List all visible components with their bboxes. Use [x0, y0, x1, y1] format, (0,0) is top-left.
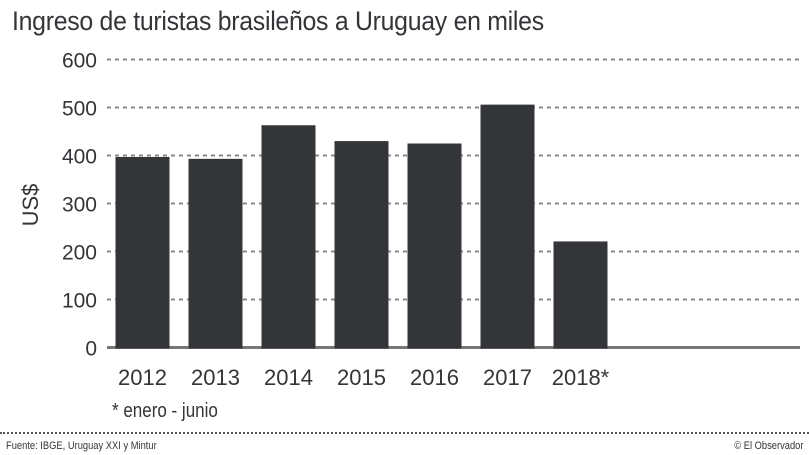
bar [334, 141, 389, 349]
y-tick-label: 600 [62, 50, 97, 73]
x-tick-label: 2017 [483, 365, 532, 390]
x-tick-label: 2014 [264, 365, 313, 390]
x-tick-label: 2012 [118, 365, 167, 390]
bar [115, 156, 170, 349]
x-tick-label: 2016 [410, 365, 459, 390]
footer-divider [0, 432, 809, 434]
bar [407, 143, 462, 349]
bar [480, 104, 535, 349]
y-axis-label: US$ [18, 184, 43, 227]
x-tick-label: 2018* [552, 365, 610, 390]
y-tick-label: 0 [85, 338, 97, 361]
x-tick-label: 2013 [191, 365, 240, 390]
x-tick-label: 2015 [337, 365, 386, 390]
bar-chart: 0 100 200 300 400 500 600 US$ 2012 2013 2014 2015 20… [18, 50, 800, 390]
y-tick-label: 100 [62, 290, 97, 313]
y-tick-label: 300 [62, 194, 97, 217]
bar [553, 241, 608, 349]
bar [261, 125, 316, 349]
y-tick-label: 400 [62, 146, 97, 169]
bar [188, 158, 243, 349]
y-tick-label: 500 [62, 98, 97, 121]
footnote: * enero - junio [112, 400, 218, 422]
y-tick-label: 200 [62, 242, 97, 265]
chart-title: Ingreso de turistas brasileños a Uruguay… [12, 6, 544, 36]
source-text: Fuente: IBGE, Uruguay XXI y Mintur [6, 440, 157, 452]
credit-text: © El Observador [733, 440, 803, 452]
